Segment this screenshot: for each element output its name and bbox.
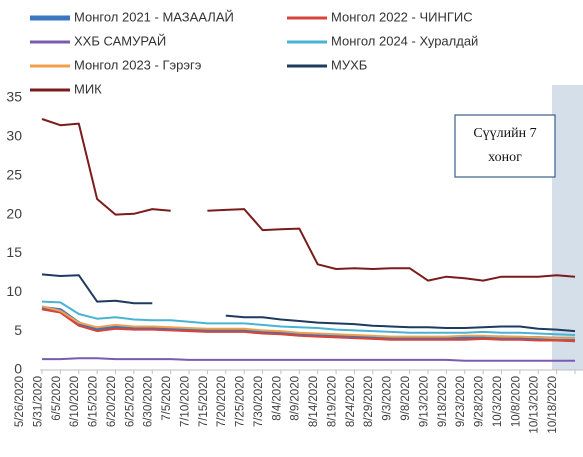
series-line [41, 300, 576, 336]
series-line [41, 118, 576, 282]
legend-label: МИК [74, 81, 102, 96]
legend-label: Монгол 2022 - ЧИНГИС [331, 9, 473, 24]
annotation-box [454, 114, 556, 178]
x-tick-label: 9/18/2020 [437, 376, 449, 427]
annotation-line: хоног [488, 150, 522, 165]
series-line [41, 308, 576, 343]
x-tick-label: 9/28/2020 [474, 376, 486, 427]
x-tick-label: 10/8/2020 [510, 376, 522, 427]
x-tick-label: 8/9/2020 [290, 376, 302, 421]
y-tick-label: 5 [14, 322, 22, 338]
x-tick-label: 9/8/2020 [400, 376, 412, 421]
legend-label: ХХБ САМУРАЙ [74, 33, 166, 48]
x-tick-label: 8/24/2020 [345, 376, 357, 427]
legend-label: Монгол 2024 - Хуралдай [331, 33, 478, 48]
y-tick-label: 10 [6, 283, 22, 299]
y-tick-label: 25 [6, 166, 22, 182]
y-tick-label: 20 [6, 205, 22, 221]
x-tick-label: 7/10/2020 [179, 376, 191, 427]
series-line [41, 305, 575, 340]
x-tick-label: 10/13/2020 [529, 376, 541, 434]
x-tick-label: 8/29/2020 [363, 376, 375, 427]
x-tick-label: 6/5/2020 [51, 376, 63, 421]
x-tick-label: 8/19/2020 [326, 376, 338, 427]
x-tick-label: 6/30/2020 [143, 376, 155, 427]
y-tick-label: 0 [14, 361, 22, 377]
series-line [41, 305, 575, 341]
x-tick-label: 7/15/2020 [198, 376, 210, 427]
x-tick-label: 6/15/2020 [88, 376, 100, 427]
legend-label: МУХБ [331, 57, 367, 72]
y-tick-label: 35 [6, 89, 22, 105]
x-tick-label: 5/31/2020 [32, 376, 44, 427]
legend-label: Монгол 2023 - Гэрэгэ [74, 57, 202, 72]
y-tick-label: 30 [6, 128, 22, 144]
series-line [41, 273, 576, 333]
x-tick-label: 9/23/2020 [455, 376, 467, 427]
x-tick-label: 7/25/2020 [235, 376, 247, 427]
x-tick-label: 5/26/2020 [14, 376, 26, 427]
x-tick-label: 7/20/2020 [216, 376, 228, 427]
y-tick-label: 15 [6, 244, 22, 260]
annotation-line: Сүүлийн 7 [473, 126, 536, 141]
x-tick-label: 9/13/2020 [418, 376, 430, 427]
x-tick-label: 10/18/2020 [547, 376, 559, 434]
x-tick-label: 10/3/2020 [492, 376, 504, 427]
x-tick-label: 6/20/2020 [106, 376, 118, 427]
x-tick-label: 6/25/2020 [124, 376, 136, 427]
legend-label: Монгол 2021 - МАЗААЛАЙ [74, 9, 234, 24]
series-line [42, 357, 575, 362]
x-tick-label: 6/10/2020 [69, 376, 81, 427]
highlight-band [552, 85, 583, 370]
x-tick-label: 8/4/2020 [271, 376, 283, 421]
x-tick-label: 8/14/2020 [308, 376, 320, 427]
x-tick-label: 7/30/2020 [253, 376, 265, 427]
x-tick-label: 9/3/2020 [382, 376, 394, 421]
x-tick-label: 7/5/2020 [161, 376, 173, 421]
